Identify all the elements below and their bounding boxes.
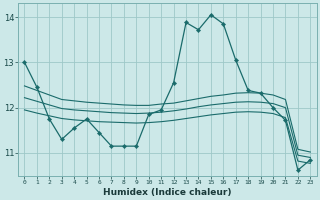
X-axis label: Humidex (Indice chaleur): Humidex (Indice chaleur) bbox=[103, 188, 232, 197]
